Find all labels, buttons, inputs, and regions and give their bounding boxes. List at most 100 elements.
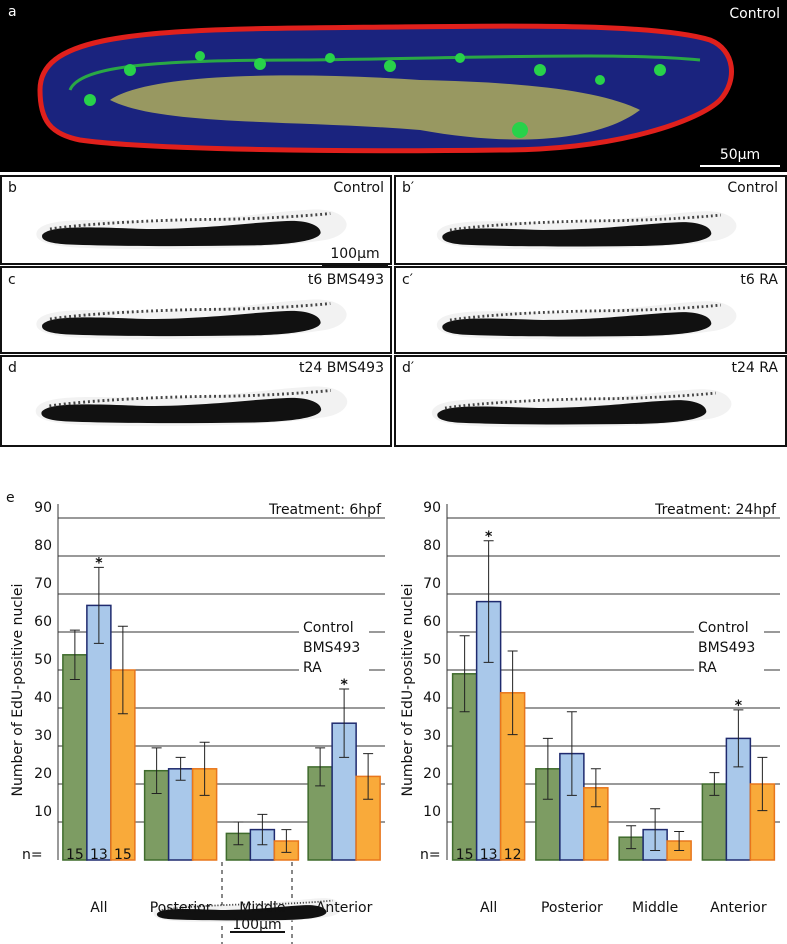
error-bar [459,635,470,713]
n-value: 12 [504,847,522,863]
n-value: 13 [90,847,108,863]
embryo-image [430,387,733,429]
legend-background [694,616,764,678]
panel-label: d [8,360,17,376]
error-bar [69,629,80,680]
y-tick-label: 10 [423,804,441,820]
error-bar [650,808,661,851]
legend-entry: Control [303,620,354,636]
panel-title: Control [727,180,778,196]
error-bar [674,831,685,851]
error-bar [199,741,210,796]
embryo-edge [68,54,701,91]
x-tick-label: Posterior [150,900,212,916]
panel-grid [0,175,787,447]
panel-label: a [8,4,17,20]
error-bar [281,829,292,853]
panel-title: t6 BMS493 [308,272,384,288]
bar [62,654,88,861]
legend-entry: BMS493 [698,640,755,656]
bar [749,783,776,861]
y-tick-label: 80 [423,538,441,554]
error-bar [733,709,744,768]
y-tick-label: 20 [423,766,441,782]
y-tick-label: 70 [34,576,52,592]
panel-label: c′ [402,272,413,288]
y-tick-label: 30 [423,728,441,744]
error-bar [709,772,720,796]
yolk-cells [110,75,640,140]
scale-label: 100µm [232,917,281,933]
error-bar [542,737,553,800]
panel-label: e [6,490,15,506]
error-bar [233,821,244,846]
scale-label: 50µm [720,147,760,163]
y-tick-label: 50 [34,652,52,668]
x-tick-label: Middle [239,900,285,916]
legend-entry: Control [698,620,749,636]
embryo-image [34,384,349,428]
n-value: 15 [114,847,132,863]
y-axis-label: Number of EdU-positive nuclei [400,584,416,797]
embryo-image [34,298,349,341]
y-tick-label: 60 [34,614,52,630]
y-tick-label: 70 [423,576,441,592]
bar [167,768,194,861]
error-bar [757,756,768,812]
legend-entry: RA [303,660,322,676]
error-bar [93,566,104,644]
bar [191,768,218,861]
n-label: n= [420,847,441,863]
n-value: 13 [480,847,498,863]
n-label: n= [22,847,43,863]
y-tick-label: 20 [34,766,52,782]
bar [701,783,728,861]
y-tick-label: 50 [423,652,441,668]
scale-label: 100µm [330,246,379,262]
error-bar [566,711,577,796]
y-tick-label: 90 [423,500,441,516]
y-tick-label: 60 [423,614,441,630]
bar [725,737,752,861]
bar [499,692,526,861]
panel-title: t24 RA [732,360,779,376]
error-bar [339,688,350,758]
embryo-image [435,209,738,251]
panel-title: t6 RA [740,272,778,288]
y-tick-label: 40 [423,690,441,706]
legend-entry: BMS493 [303,640,360,656]
error-bar [483,540,494,663]
panel-label: c [8,272,16,288]
x-tick-label: All [480,900,497,916]
legend-entry: RA [698,660,717,676]
panel-label: b′ [402,180,414,196]
chart-title: Treatment: 6hpf [268,502,382,518]
y-tick-label: 40 [34,690,52,706]
panel-title: t24 BMS493 [299,360,384,376]
cell-dots [84,51,666,138]
n-value: 15 [66,847,84,863]
x-tick-label: Anterior [316,900,373,916]
x-tick-label: Posterior [541,900,603,916]
error-bar [363,753,374,800]
error-bar [117,625,128,715]
panel-label: b [8,180,17,196]
error-bar [626,825,637,850]
y-axis-label: Number of EdU-positive nuclei [10,584,26,797]
error-bar [257,813,268,846]
error-bar [590,768,601,808]
embryo-image [435,299,738,341]
error-bar [175,756,186,781]
significance-marker: * [95,555,103,571]
error-bar [315,747,326,787]
embryo-image [34,208,349,251]
error-bar [507,650,518,736]
y-tick-label: 90 [34,500,52,516]
n-value: 15 [456,847,474,863]
panel-label: d′ [402,360,414,376]
x-tick-label: Middle [632,900,678,916]
legend-background [299,616,369,678]
chart-title: Treatment: 24hpf [654,502,777,518]
